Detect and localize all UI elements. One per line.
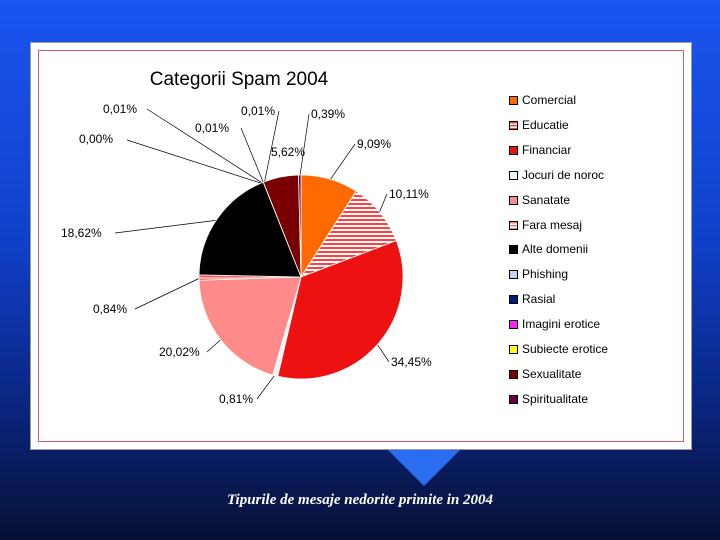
legend-swatch: [509, 320, 518, 330]
plot-area: Categorii Spam 2004 9,09% 10,11% 34,45% 0,8…: [38, 50, 684, 442]
legend-label: Sexualitate: [522, 366, 582, 381]
leader-line: [206, 338, 223, 353]
legend-swatch: [509, 270, 518, 280]
pie-chart: 9,09% 10,11% 34,45% 0,81% 20,02% 0,84% 18,62% 0…: [61, 102, 432, 406]
data-label: 0,84%: [93, 302, 127, 316]
legend-swatch: [509, 394, 518, 404]
legend-swatch: [509, 96, 518, 105]
leader-line: [328, 143, 356, 182]
legend-label: Alte domenii: [522, 242, 589, 257]
legend-swatch: [509, 145, 518, 155]
legend-swatch: [509, 345, 518, 354]
pie-slice-alte-domenii: [198, 181, 302, 278]
leader-line: [376, 342, 390, 363]
legend-label: Sanatate: [522, 192, 571, 207]
chart-title: Categorii Spam 2004: [149, 69, 329, 90]
data-label: 0,39%: [311, 107, 345, 121]
legend-label: Subiecte erotice: [522, 342, 609, 356]
leader-line: [256, 373, 276, 400]
data-label: 0,01%: [103, 102, 137, 116]
legend-label: Financiar: [522, 142, 572, 157]
leader-line: [299, 113, 310, 178]
legend-label: Comercial: [522, 93, 577, 107]
legend-swatch: [509, 170, 518, 180]
data-label: 5,62%: [271, 145, 305, 159]
leader-line: [134, 277, 202, 310]
legend-swatch: [509, 369, 518, 379]
leader-line: [146, 108, 265, 185]
legend-swatch: [509, 120, 518, 130]
data-label: 20,02%: [159, 345, 200, 359]
slide-caption: Tipurile de mesaje nedorite primite in 2…: [226, 492, 494, 508]
legend-label: Rasial: [522, 292, 556, 307]
legend-label: Imagini erotice: [522, 317, 601, 332]
legend-label: Jocuri de noroc: [522, 167, 605, 182]
legend-swatch: [509, 220, 518, 230]
leader-line: [126, 139, 265, 185]
leader-line: [263, 110, 280, 185]
leader-line: [114, 219, 219, 234]
leader-line: [378, 193, 388, 215]
data-label: 0,01%: [195, 121, 229, 135]
legend-swatch: [509, 295, 518, 305]
legend-label: Fara mesaj: [522, 217, 583, 232]
data-label: 0,81%: [219, 392, 253, 406]
legend-swatch: [509, 245, 518, 255]
chart-frame: Categorii Spam 2004 9,09% 10,11% 34,45% 0,8…: [30, 42, 692, 450]
data-label: 0,00%: [79, 132, 113, 146]
legend-label: Spiritualitate: [522, 391, 589, 406]
pointer-arrow-decoration: [388, 450, 460, 486]
pie-slice-sanatate: [198, 276, 302, 376]
pie-slice-financiar: [277, 240, 404, 380]
data-label: 34,45%: [391, 355, 432, 369]
data-label: 18,62%: [61, 226, 102, 240]
data-label: 0,01%: [241, 104, 275, 118]
pie-slice-spiritualitate: [298, 174, 302, 278]
legend-label: Educatie: [522, 117, 569, 132]
legend-label: Phishing: [522, 267, 569, 282]
leader-line: [240, 127, 265, 185]
data-label: 9,09%: [357, 137, 391, 151]
data-label: 10,11%: [389, 187, 429, 201]
legend-swatch: [509, 195, 518, 205]
